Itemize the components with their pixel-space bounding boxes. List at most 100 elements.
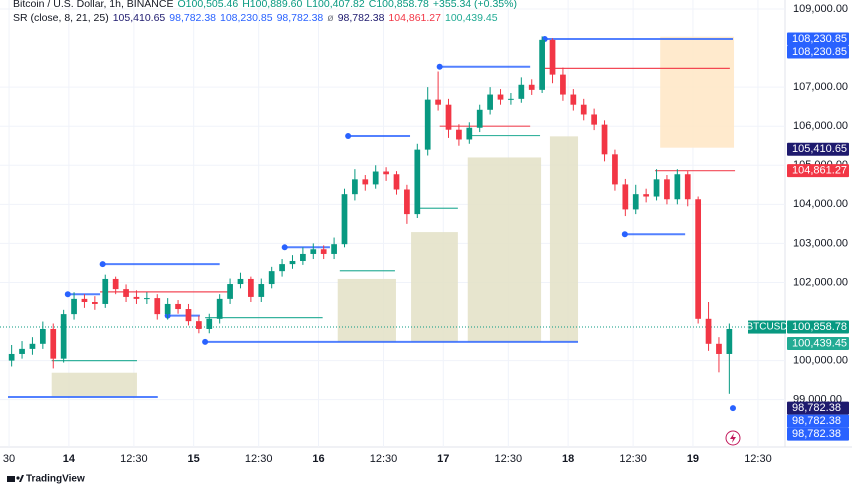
candle-body — [476, 109, 483, 128]
candle-body — [404, 189, 410, 215]
candle-body — [445, 104, 452, 130]
overlays — [0, 36, 785, 412]
x-tick-label: 12:30 — [245, 453, 273, 465]
price-label-bg — [787, 401, 849, 415]
logo-mark — [7, 476, 15, 482]
candle-body — [487, 94, 493, 110]
symbol-label-bg — [748, 320, 786, 334]
candle-body — [414, 149, 421, 215]
axes: 109,000.00107,000.00106,000.00105,000.00… — [3, 3, 849, 465]
candle-body — [289, 260, 296, 265]
candle-body — [435, 99, 441, 105]
price-label: 105,410.65 — [792, 143, 847, 155]
candle-body — [300, 253, 306, 261]
candle-body — [664, 179, 670, 200]
candle-body — [518, 84, 525, 99]
legend-item: C100,858.78 — [369, 0, 429, 10]
price-label-bg — [787, 414, 849, 428]
tv-logo — [7, 475, 24, 482]
candle-body — [227, 284, 233, 299]
price-label: 98,782.38 — [792, 402, 841, 414]
price-label-bg — [787, 164, 849, 178]
logo-mark — [19, 475, 24, 482]
candle-body — [352, 179, 358, 195]
candle-body — [695, 199, 702, 319]
candle-body — [196, 321, 202, 329]
x-tick-label: 12:30 — [619, 453, 647, 465]
candle-body — [393, 174, 400, 190]
legend-item: H100,889.60 — [242, 0, 302, 10]
candle-body — [341, 194, 348, 245]
price-label-bg — [787, 32, 849, 46]
y-tick-label: 102,000.00 — [793, 276, 848, 288]
candle-body — [632, 194, 639, 210]
candle-body — [102, 278, 109, 304]
candles — [8, 36, 733, 394]
candle-body — [320, 249, 327, 254]
legend-line: SR (close, 8, 21, 25) 105,410.65 98,782.38… — [13, 12, 498, 24]
candle-body — [133, 296, 140, 299]
zone — [660, 36, 735, 148]
x-tick-label: 30 — [3, 453, 15, 465]
candle-body — [601, 124, 608, 155]
x-tick-label: 12:30 — [495, 453, 523, 465]
sr-dot — [281, 244, 288, 251]
symbol-label: BTCUSD — [746, 322, 787, 333]
price-label: 100,858.78 — [792, 321, 847, 333]
candle-body — [612, 154, 618, 185]
sr-dot — [202, 338, 209, 345]
legend-item: 98,782.38 — [338, 12, 385, 24]
sr-dot — [436, 63, 443, 70]
y-tick-label: 103,000.00 — [793, 237, 848, 249]
x-tick-label: 17 — [437, 453, 449, 465]
candle-body — [248, 278, 254, 297]
y-tick-label: 100,000.00 — [793, 355, 848, 367]
price-label-bg — [787, 427, 849, 441]
legend-item: L100,407.82 — [306, 0, 365, 10]
x-tick-label: 16 — [312, 453, 324, 465]
legend-item: 98,782.38 — [277, 12, 324, 24]
candle-body — [279, 264, 285, 272]
candle-body — [310, 249, 317, 254]
candle-body — [39, 328, 46, 344]
candle-body — [466, 127, 473, 140]
candle-body — [456, 129, 462, 140]
candle-body — [497, 94, 504, 100]
zone — [467, 157, 542, 342]
candle-body — [81, 298, 88, 303]
candle-body — [60, 314, 67, 359]
price-label: 108,230.85 — [792, 46, 847, 58]
sr-dot — [64, 291, 71, 298]
legend-line: Bitcoin / U.S. Dollar, 1h, BINANCE O100,5… — [13, 0, 517, 10]
candle-body — [674, 174, 681, 200]
y-tick-label: 107,000.00 — [793, 81, 848, 93]
candle-body — [549, 39, 556, 75]
sr-dot — [345, 132, 352, 139]
candle-body — [331, 244, 337, 254]
candle-body — [726, 328, 733, 354]
price-label-bg — [787, 320, 849, 334]
candle-body — [591, 114, 597, 125]
candle-body — [175, 303, 181, 310]
candle-body — [71, 298, 77, 315]
candle-body — [268, 271, 275, 285]
icon-bolt — [730, 433, 736, 443]
candle-body — [164, 303, 171, 315]
candle-body — [716, 343, 722, 354]
price-label: 98,782.38 — [792, 428, 841, 440]
x-tick-label: 12:30 — [744, 453, 772, 465]
candle-body — [91, 302, 98, 304]
candle-body — [539, 39, 545, 90]
candle-body — [185, 309, 192, 322]
x-tick-label: 14 — [63, 453, 76, 465]
price-label-bg — [787, 142, 849, 156]
x-tick-label: 12:30 — [120, 453, 148, 465]
y-tick-label: 106,000.00 — [793, 120, 848, 132]
candle-body — [112, 278, 119, 290]
candle-body — [258, 284, 265, 297]
y-tick-label: 104,000.00 — [793, 198, 848, 210]
legend-item: 104,861.27 — [388, 12, 441, 24]
legend-item: 100,439.45 — [445, 12, 498, 24]
